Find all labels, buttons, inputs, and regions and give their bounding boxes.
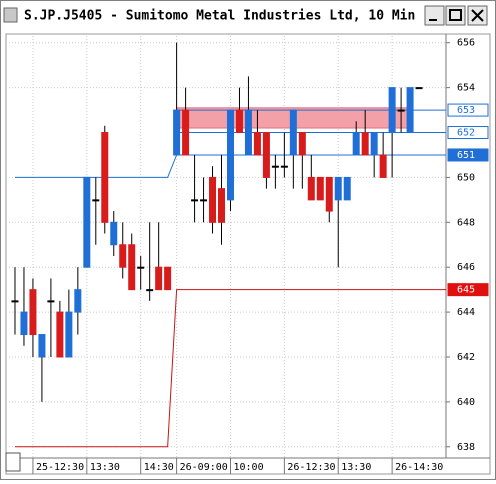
candle-body [262, 132, 270, 178]
candle-body [74, 289, 82, 313]
candle-body [11, 300, 19, 303]
x-tick-label: 13:30 [341, 462, 371, 473]
candle-body [38, 334, 46, 358]
price-marker-label: 645 [457, 285, 475, 296]
candle-body [361, 132, 369, 156]
candle-body [101, 132, 109, 223]
y-tick-label: 642 [457, 352, 475, 363]
x-tick-label: 10:00 [233, 462, 263, 473]
candle-body [343, 176, 351, 201]
x-tick-label: 14:30 [144, 462, 174, 473]
price-marker [447, 283, 489, 297]
window-title: S.JP.J5405 - Sumitomo Metal Industries L… [24, 9, 415, 24]
candle-body [271, 165, 279, 168]
candle-body [235, 109, 243, 134]
candle-body [47, 300, 55, 303]
price-marker-label: 651 [457, 150, 475, 161]
price-marker-label: 652 [457, 128, 475, 139]
x-tick-label: 26-09:00 [180, 462, 228, 473]
y-tick-label: 654 [457, 83, 475, 94]
candle-body [29, 289, 37, 336]
candle-body [370, 132, 378, 156]
app-icon [3, 7, 18, 23]
candle-body [244, 109, 252, 156]
x-tick-label: 26-14:30 [395, 462, 443, 473]
candle-body [226, 109, 234, 201]
maximize-button[interactable] [445, 5, 466, 26]
x-tick-label: 26-12:30 [287, 462, 335, 473]
candle-body [155, 266, 163, 291]
candle-body [20, 311, 28, 336]
candle-body [379, 154, 387, 178]
y-tick-label: 640 [457, 397, 475, 408]
price-marker [447, 103, 489, 117]
line-stop [14, 289, 446, 448]
close-button[interactable] [467, 5, 488, 26]
candle-body [65, 311, 73, 358]
candle-body [137, 266, 145, 269]
candle-body [191, 199, 199, 202]
corner-box[interactable] [5, 452, 21, 472]
candle-body [218, 188, 226, 223]
y-tick-label: 646 [457, 262, 475, 273]
candle-body [280, 165, 288, 168]
x-tick-label: 25-12:30 [36, 462, 84, 473]
title-bar [1, 1, 495, 32]
candle-body [173, 109, 181, 156]
candle-body [307, 176, 315, 201]
candle-body [182, 109, 190, 156]
y-tick-label: 638 [457, 442, 475, 453]
y-tick-label: 648 [457, 217, 475, 228]
candle-body [200, 199, 208, 202]
x-tick-label: 13:30 [90, 462, 120, 473]
price-marker [447, 126, 489, 140]
candle-body [119, 244, 127, 268]
candle-body [110, 221, 118, 246]
minimize-button[interactable] [424, 5, 445, 26]
candle-body [415, 87, 423, 90]
price-marker-label: 653 [457, 105, 475, 116]
candle-body [83, 176, 91, 268]
candle-body [334, 176, 342, 201]
candle-body [406, 87, 414, 134]
candle-body [128, 244, 136, 291]
y-tick-label: 644 [457, 307, 475, 318]
candle-body [316, 176, 324, 201]
candle-body [253, 132, 261, 156]
candle-body [92, 199, 100, 202]
candle-body [146, 289, 154, 292]
price-marker [447, 148, 489, 162]
candle-body [397, 109, 405, 112]
candle-body [209, 176, 217, 223]
candle-body [298, 132, 306, 156]
y-tick-label: 656 [457, 38, 475, 49]
candle-body [325, 176, 333, 212]
candle-body [56, 311, 64, 358]
candle-body [289, 109, 297, 156]
candle-body [388, 87, 396, 134]
candle-body [164, 266, 172, 291]
y-tick-label: 650 [457, 172, 475, 183]
candle-body [352, 132, 360, 156]
